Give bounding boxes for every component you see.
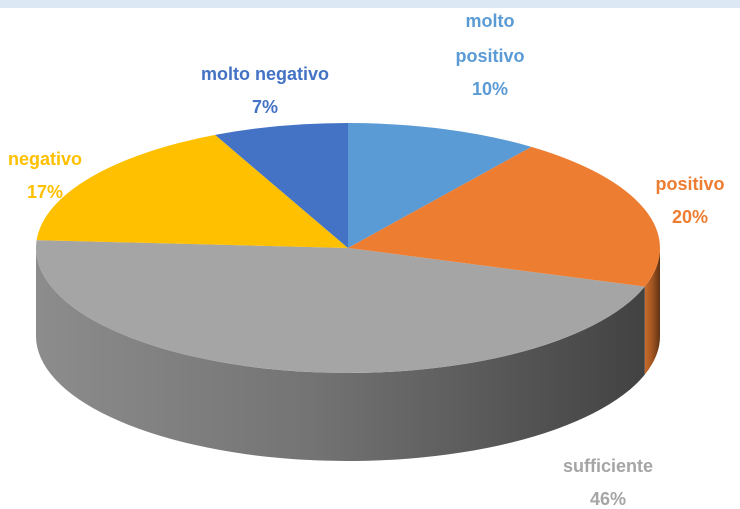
data-label-value: 20% xyxy=(672,207,708,227)
label-line: positivo xyxy=(455,46,524,66)
slice-side-shade xyxy=(36,248,645,461)
data-label-value: 7% xyxy=(252,97,278,117)
slice xyxy=(348,123,532,248)
label-line: molto xyxy=(466,11,515,31)
data-label-value: 46% xyxy=(590,489,626,509)
slice xyxy=(215,123,348,248)
slice xyxy=(36,134,348,248)
top-strip xyxy=(0,0,740,8)
data-label-name: molto negativo xyxy=(201,64,329,84)
data-label-value: 10% xyxy=(472,79,508,99)
data-label-value: 17% xyxy=(27,182,63,202)
slice xyxy=(35,240,645,373)
data-label-name: negativo xyxy=(8,149,82,169)
data-label-name: sufficiente xyxy=(563,456,653,476)
data-label-name: positivo xyxy=(655,174,724,194)
slice-side-shade xyxy=(644,248,660,375)
slice xyxy=(348,146,660,287)
data-label-name: molto positivo xyxy=(455,11,524,66)
